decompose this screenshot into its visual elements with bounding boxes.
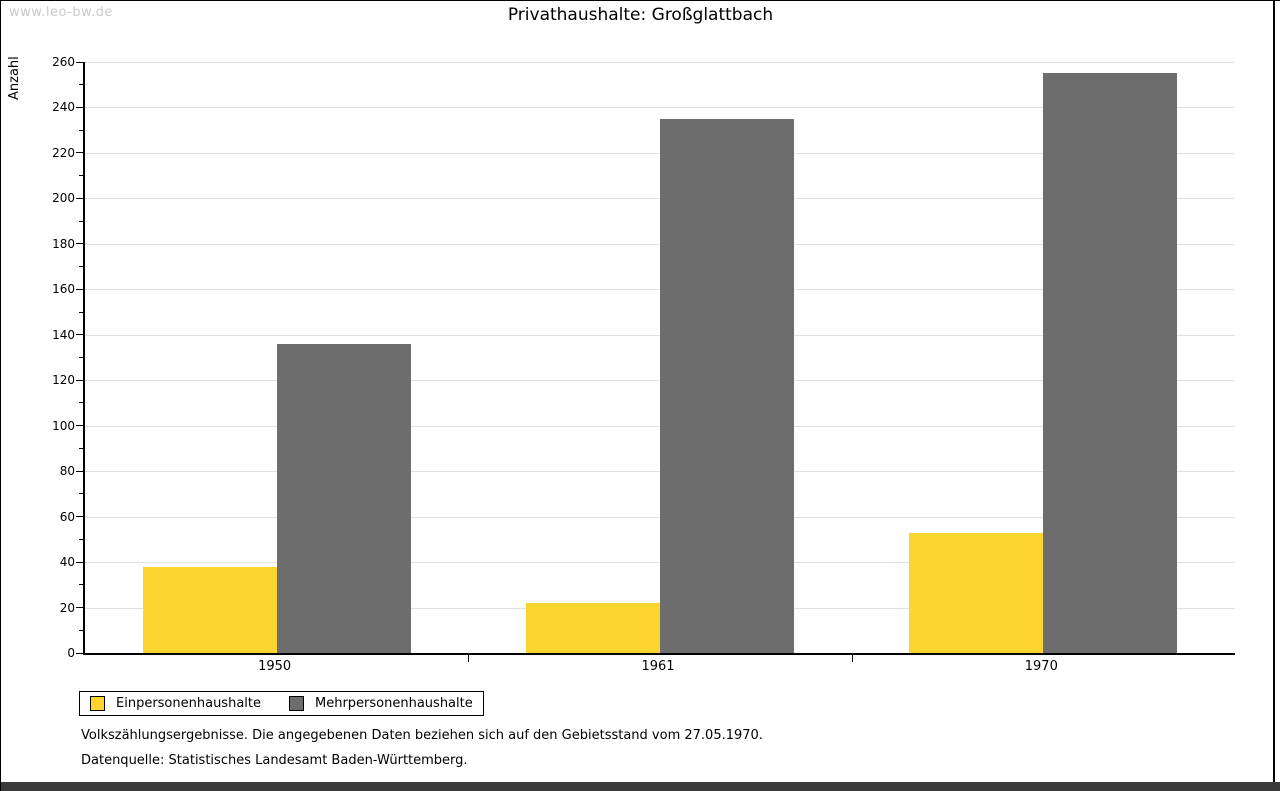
- y-tick-minor: [79, 584, 83, 586]
- chart-title: Privathaushalte: Großglattbach: [507, 5, 774, 25]
- x-axis-category-labels: 1950 1961 1970: [83, 659, 1233, 674]
- y-tick-major: [76, 152, 83, 154]
- bar-mehrpersonenhaushalte-1950: [276, 343, 411, 653]
- watermark: www.leo-bw.de: [9, 5, 113, 20]
- x-axis-label-1970: 1970: [1024, 659, 1058, 674]
- y-tick-minor: [79, 266, 83, 268]
- y-axis-tick-label: 140: [52, 327, 75, 342]
- y-axis-tick-label: 80: [59, 464, 75, 479]
- bar-einpersonenhaushalte-1950: [142, 566, 277, 653]
- legend-swatch-yellow: [90, 696, 105, 711]
- bar-group-1950: [85, 62, 468, 653]
- y-axis-tick-labels: 0 20 40 60 80 100 120 140 160 180 200 220 240 260: [29, 55, 75, 660]
- y-tick-minor: [79, 175, 83, 177]
- y-tick-minor: [79, 84, 83, 86]
- y-tick-major: [76, 197, 83, 199]
- y-tick-minor: [79, 629, 83, 631]
- y-tick-major: [76, 61, 83, 63]
- gridline: [85, 107, 1235, 109]
- y-tick-major: [76, 561, 83, 563]
- gridline: [85, 62, 1235, 63]
- y-axis-tick-label: 0: [67, 646, 75, 660]
- y-tick-major: [76, 652, 83, 654]
- y-axis-tick-label: 200: [52, 191, 75, 206]
- x-tick: [468, 655, 470, 662]
- footnote-line1: Volkszählungsergebnisse. Die angegebenen…: [81, 728, 763, 743]
- bar-mehrpersonenhaushalte-1961: [659, 118, 795, 653]
- y-tick-major: [76, 106, 83, 108]
- y-tick-major: [76, 288, 83, 290]
- x-axis-label-1961: 1961: [641, 659, 675, 674]
- y-axis-label: Anzahl: [7, 56, 22, 100]
- bar-groups: [85, 62, 1235, 653]
- legend-item-einpersonenhaushalte: Einpersonenhaushalte: [90, 696, 261, 711]
- y-axis-tick-label: 120: [52, 373, 75, 388]
- y-axis-tick-label: 260: [52, 55, 75, 69]
- bar-group-1961: [468, 62, 851, 653]
- y-tick-minor: [79, 402, 83, 404]
- y-tick-minor: [79, 538, 83, 540]
- footnote-line2: Datenquelle: Statistisches Landesamt Bad…: [81, 753, 468, 768]
- bar-einpersonenhaushalte-1970: [909, 532, 1044, 653]
- y-tick-major: [76, 516, 83, 518]
- y-tick-major: [76, 607, 83, 609]
- bar-einpersonenhaushalte-1961: [525, 603, 660, 653]
- y-tick-minor: [79, 311, 83, 313]
- y-axis-tick-label: 160: [52, 282, 75, 297]
- legend-label-mehrpersonenhaushalte: Mehrpersonenhaushalte: [315, 696, 473, 711]
- y-axis-tick-label: 240: [52, 100, 75, 115]
- y-axis-tick-label: 60: [59, 509, 75, 524]
- y-tick-minor: [79, 220, 83, 222]
- y-axis-tick-label: 40: [59, 555, 75, 570]
- y-tick-minor: [79, 493, 83, 495]
- y-tick-major: [76, 470, 83, 472]
- legend: Einpersonenhaushalte Mehrpersonenhaushal…: [79, 691, 484, 716]
- y-tick-minor: [79, 129, 83, 131]
- y-tick-major: [76, 425, 83, 427]
- y-tick-minor: [79, 447, 83, 449]
- y-axis-tick-label: 180: [52, 236, 75, 251]
- y-tick-minor: [79, 357, 83, 358]
- bar-group-1970: [852, 62, 1235, 653]
- bar-mehrpersonenhaushalte-1970: [1043, 73, 1178, 653]
- y-tick-major: [76, 243, 83, 245]
- page-right-border: [1273, 1, 1275, 783]
- page-bottom-strip: [1, 782, 1280, 791]
- y-axis-tick-label: 220: [52, 145, 75, 160]
- legend-label-einpersonenhaushalte: Einpersonenhaushalte: [116, 696, 261, 711]
- y-tick-major: [76, 379, 83, 381]
- x-axis-label-1950: 1950: [258, 659, 292, 674]
- y-axis-tick-label: 100: [52, 418, 75, 433]
- y-tick-major: [76, 334, 83, 336]
- legend-swatch-gray: [289, 696, 304, 711]
- x-tick: [851, 655, 853, 662]
- legend-item-mehrpersonenhaushalte: Mehrpersonenhaushalte: [289, 696, 473, 711]
- y-axis-tick-label: 20: [59, 600, 75, 615]
- plot-area: [76, 61, 1235, 662]
